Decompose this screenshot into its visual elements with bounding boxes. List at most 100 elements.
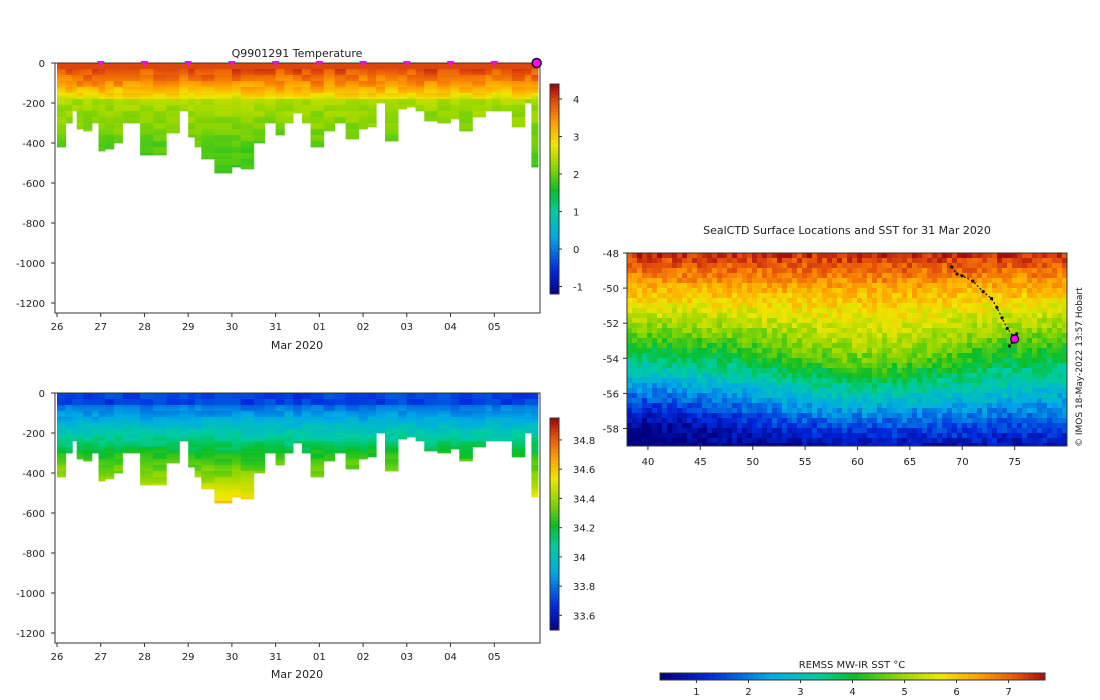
- section-cell: [153, 407, 167, 410]
- section-cell: [231, 493, 241, 496]
- section-cell: [194, 97, 202, 100]
- section-cell: [105, 475, 115, 478]
- sst-cell: [872, 288, 878, 294]
- sst-cell: [927, 258, 933, 264]
- section-cell: [310, 473, 325, 476]
- colorbar-segment: [550, 527, 559, 532]
- section-cell: [166, 119, 180, 122]
- section-cell: [301, 435, 311, 438]
- section-cell: [105, 443, 115, 446]
- colorbar-segment: [550, 474, 559, 479]
- section-cell: [345, 127, 360, 130]
- section-cell: [345, 69, 360, 72]
- section-cell: [301, 119, 311, 122]
- section-cell: [459, 433, 473, 436]
- section-cell: [253, 407, 266, 410]
- section-cell: [188, 435, 196, 438]
- section-cell: [531, 97, 539, 100]
- sst-cell: [667, 263, 673, 269]
- section-cell: [459, 419, 473, 422]
- sst-cell: [657, 298, 663, 304]
- section-cell: [310, 461, 325, 464]
- section-cell: [240, 477, 255, 480]
- section-cell: [310, 463, 325, 466]
- section-cell: [122, 401, 141, 404]
- section-cell: [188, 403, 196, 406]
- section-cell: [367, 441, 377, 444]
- section-cell: [437, 419, 451, 422]
- section-cell: [398, 427, 408, 430]
- section-cell: [531, 75, 539, 78]
- section-cell: [459, 69, 473, 72]
- sst-cell: [1052, 288, 1058, 294]
- sst-cell: [662, 298, 668, 304]
- sst-cell: [917, 328, 923, 334]
- sst-cell: [627, 323, 633, 329]
- section-cell: [264, 91, 276, 94]
- section-cell: [367, 393, 377, 396]
- section-cell: [153, 87, 167, 90]
- section-cell: [284, 419, 294, 422]
- section-cell: [240, 481, 255, 484]
- section-cell: [240, 163, 255, 166]
- sst-cell: [967, 288, 973, 294]
- sst-cell: [937, 283, 943, 289]
- sst-cell: [962, 253, 968, 259]
- sst-cell: [767, 313, 773, 319]
- sst-cell: [897, 268, 903, 274]
- section-cell: [166, 419, 180, 422]
- section-cell: [201, 441, 215, 444]
- section-cell: [166, 75, 180, 78]
- section-cell: [450, 401, 460, 404]
- section-cell: [511, 63, 526, 66]
- section-cell: [310, 433, 325, 436]
- section-cell: [166, 393, 180, 396]
- sst-cell: [842, 308, 848, 314]
- section-cell: [201, 439, 215, 442]
- section-cell: [76, 397, 84, 400]
- sst-cell: [947, 293, 953, 299]
- section-cell: [264, 101, 276, 104]
- section-cell: [188, 411, 196, 414]
- sst-cell: [662, 328, 668, 334]
- section-cell: [65, 439, 73, 442]
- sst-cell: [637, 313, 643, 319]
- section-cell: [201, 405, 215, 408]
- section-cell: [284, 117, 294, 120]
- section-cell: [511, 69, 526, 72]
- section-cell: [472, 397, 486, 400]
- section-cell: [179, 397, 189, 400]
- sst-cell: [637, 308, 643, 314]
- section-cell: [472, 105, 486, 108]
- section-cell: [253, 447, 266, 450]
- section-cell: [72, 419, 78, 422]
- sst-cell: [742, 268, 748, 274]
- section-cell: [240, 97, 255, 100]
- section-cell: [275, 117, 285, 120]
- section-cell: [264, 447, 276, 450]
- x-tick-label: 03: [400, 652, 413, 663]
- section-cell: [57, 83, 67, 86]
- section-cell: [105, 123, 115, 126]
- sst-cell: [642, 323, 648, 329]
- section-cell: [531, 135, 539, 138]
- sst-cell: [1027, 328, 1033, 334]
- sst-cell: [1057, 328, 1063, 334]
- sst-cell: [902, 318, 908, 324]
- section-cell: [485, 405, 493, 408]
- colorbar-segment: [550, 290, 559, 295]
- section-cell: [524, 431, 532, 434]
- sst-cell: [812, 283, 818, 289]
- section-cell: [531, 145, 539, 148]
- sst-cell: [777, 273, 783, 279]
- section-cell: [492, 105, 502, 108]
- section-cell: [201, 69, 215, 72]
- sst-cell: [827, 293, 833, 299]
- colorbar-segment: [550, 562, 559, 567]
- sst-cell: [902, 288, 908, 294]
- section-cell: [231, 161, 241, 164]
- section-cell: [240, 71, 255, 74]
- section-cell: [105, 429, 115, 432]
- colorbar-tick-label: 34.8: [573, 436, 595, 447]
- sst-cell: [1032, 293, 1038, 299]
